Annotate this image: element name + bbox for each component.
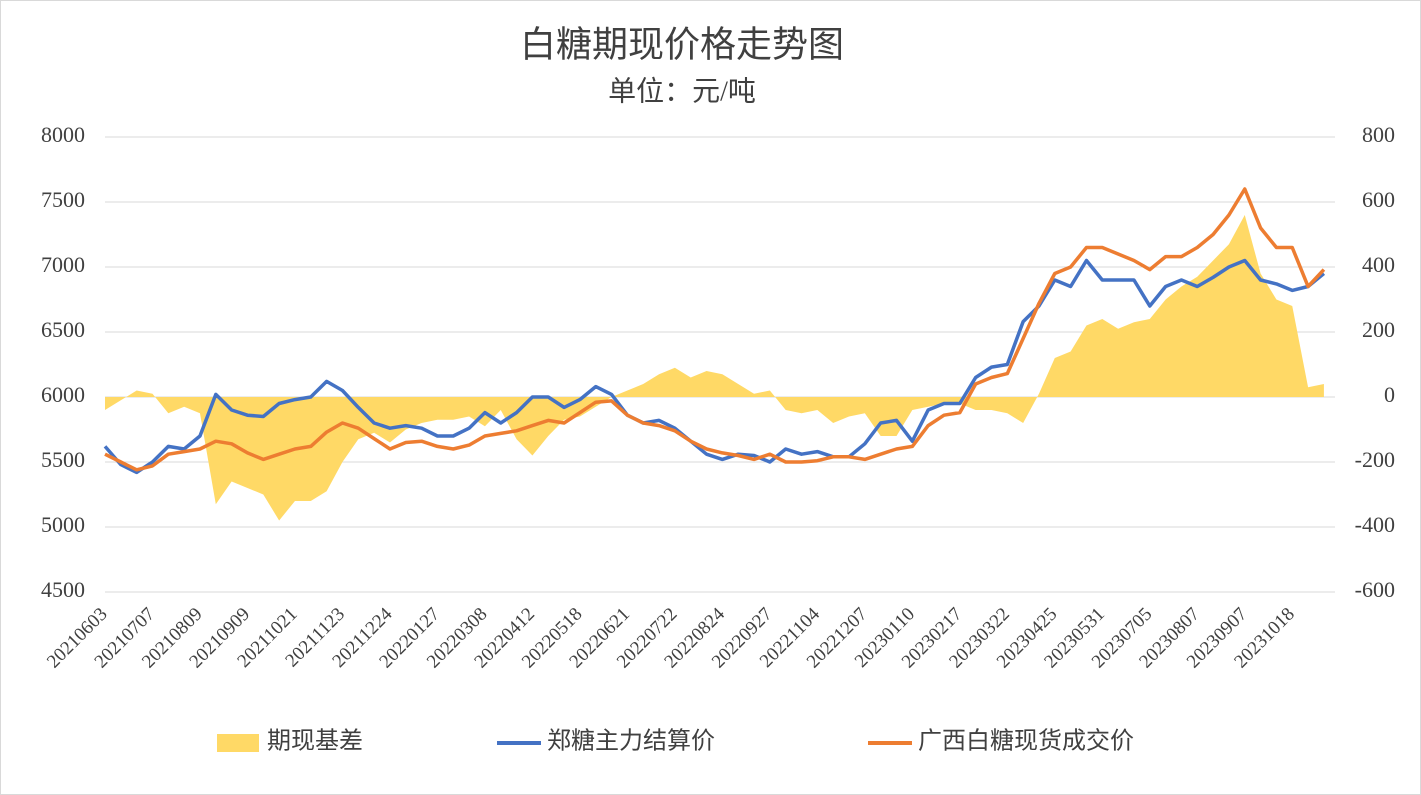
y2-tick-label: -400 (1355, 512, 1395, 537)
legend-label: 广西白糖现货成交价 (918, 728, 1134, 755)
y-tick-label: 7000 (41, 252, 85, 277)
line (103, 258, 1326, 475)
legend-swatch (217, 734, 259, 752)
legend: 期现基差 郑糖主力结算价 广西白糖现货成交价 (217, 728, 1134, 755)
y-tick-label: 6500 (41, 317, 85, 342)
y-tick-label: 6000 (41, 382, 85, 407)
y-tick-label: 4500 (41, 577, 85, 602)
legend-label: 期现基差 (267, 728, 363, 755)
y-tick-label: 5500 (41, 447, 85, 472)
y2-tick-label: -200 (1355, 447, 1395, 472)
y2-tick-label: 400 (1362, 252, 1395, 277)
grid (105, 136, 1335, 593)
y2-tick-label: 0 (1384, 382, 1395, 407)
line (104, 187, 1326, 472)
y2-tick-label: -600 (1355, 577, 1395, 602)
y2-tick-label: 200 (1362, 317, 1395, 342)
y2-tick-label: 600 (1362, 187, 1395, 212)
y-tick-label: 7500 (41, 187, 85, 212)
plot-area (103, 187, 1326, 521)
legend-label: 郑糖主力结算价 (547, 728, 715, 755)
y2-tick-label: 800 (1362, 122, 1395, 147)
y-tick-label: 5000 (41, 512, 85, 537)
area (105, 215, 1324, 521)
chart-title: 白糖期现价格走势图 (520, 24, 844, 64)
chart-subtitle: 单位：元/吨 (608, 75, 756, 107)
y-tick-label: 8000 (41, 122, 85, 147)
